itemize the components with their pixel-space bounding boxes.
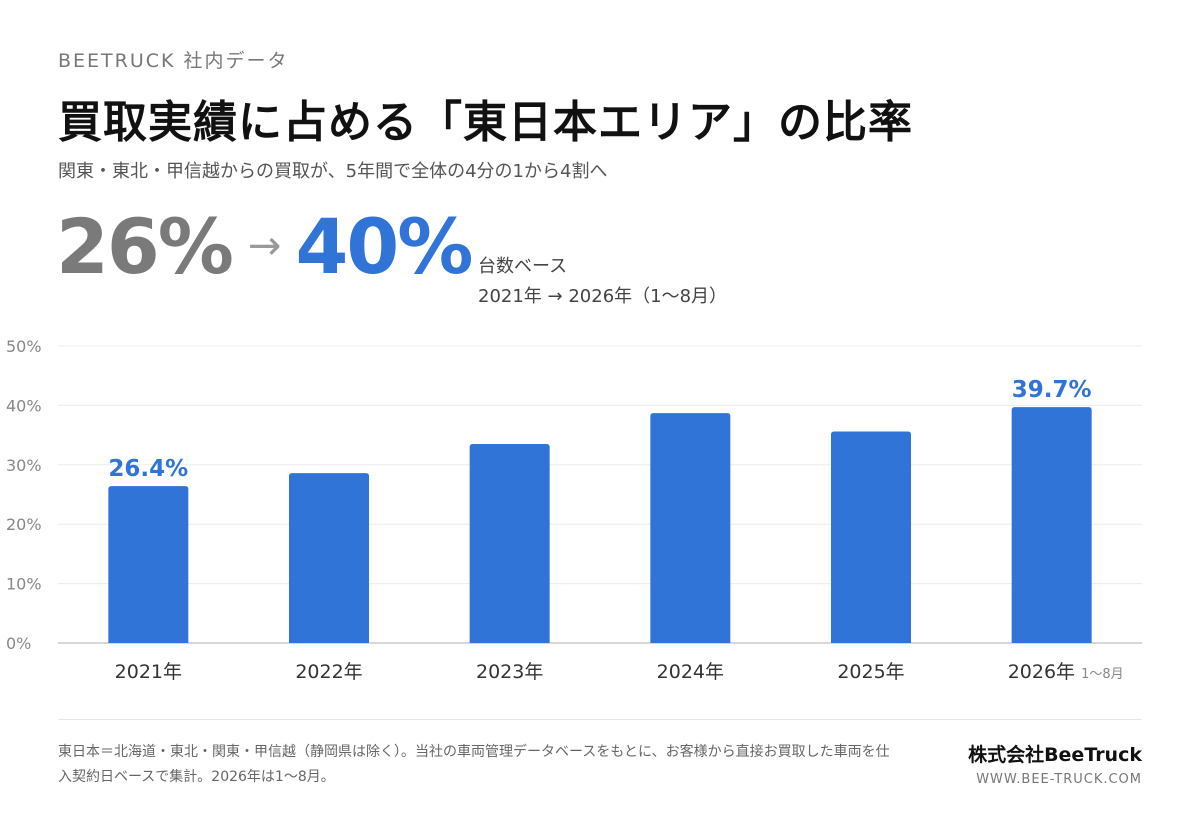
footnote: 東日本＝北海道・東北・関東・甲信越（静岡県は除く）。当社の車両管理データベースを…	[58, 744, 890, 785]
y-tick-label: 0%	[6, 634, 31, 653]
x-tick-year: 2021年	[115, 661, 182, 683]
kpi-note: 台数ベース 2021年 → 2026年（1〜8月）	[478, 252, 727, 312]
bar-2023年	[469, 444, 550, 643]
bar-2021年	[108, 486, 189, 643]
chart-title: 買取実績に占める「東日本エリア」の比率	[58, 97, 913, 148]
y-tick-label: 40%	[6, 396, 42, 415]
company-name: 株式会社BeeTruck	[968, 744, 1142, 766]
x-tick-label: 2021年	[115, 661, 182, 683]
kpi-to-value: 40%	[295, 201, 473, 291]
bar-2022年	[289, 473, 369, 643]
x-tick-year: 2022年	[295, 661, 362, 683]
bar-2026年	[1011, 407, 1092, 643]
data-label: 26.4%	[108, 456, 188, 482]
chart-subtitle: 関東・東北・甲信越からの買取が、5年間で全体の4分の1から4割へ	[58, 161, 608, 182]
y-tick-label: 30%	[6, 456, 42, 475]
x-tick-year: 2026年	[1008, 661, 1075, 683]
kpi-from-value: 26%	[56, 201, 234, 291]
kpi-basis: 台数ベース	[478, 256, 568, 277]
x-tick-label: 2023年	[476, 661, 543, 683]
footer-divider	[58, 719, 1142, 720]
y-tick-label: 50%	[6, 337, 42, 356]
eyebrow-label: BEETRUCK 社内データ	[58, 50, 289, 72]
x-tick-year: 2025年	[837, 661, 904, 683]
x-tick-label: 2025年	[837, 661, 904, 683]
x-tick-year: 2023年	[476, 661, 543, 683]
data-labels: 26.4% 39.7%	[108, 377, 1091, 482]
data-label: 39.7%	[1012, 377, 1092, 403]
website-link[interactable]: WWW.BEE-TRUCK.COM	[976, 772, 1142, 787]
bar-2024年	[650, 413, 731, 643]
x-tick-label: 2022年	[295, 661, 362, 683]
kpi-period: 2021年 → 2026年（1〜8月）	[478, 286, 728, 307]
bars	[108, 407, 1092, 643]
kpi-arrow-icon: →	[247, 223, 282, 269]
x-tick-label: 2024年	[657, 661, 724, 683]
x-tick-label: 2026年 1〜8月	[1008, 661, 1124, 683]
x-axis-ticks: 2021年 2022年 2023年 2024年 2025年 2026年 1〜8月	[115, 661, 1124, 683]
x-tick-note: 1〜8月	[1081, 667, 1124, 682]
bar-2025年	[831, 431, 911, 643]
kpi-headline: 26% → 40%	[56, 196, 473, 296]
bar-chart: 0%10%20%30%40%50% 26.4%39.7% 2021年 2022年 2…	[6, 337, 1142, 683]
y-tick-label: 20%	[6, 515, 42, 534]
grid-lines	[58, 345, 1142, 644]
y-axis-ticks: 0% 10% 20% 30% 40% 50%	[6, 337, 42, 653]
y-tick-label: 10%	[6, 575, 42, 594]
x-tick-year: 2024年	[657, 661, 724, 683]
